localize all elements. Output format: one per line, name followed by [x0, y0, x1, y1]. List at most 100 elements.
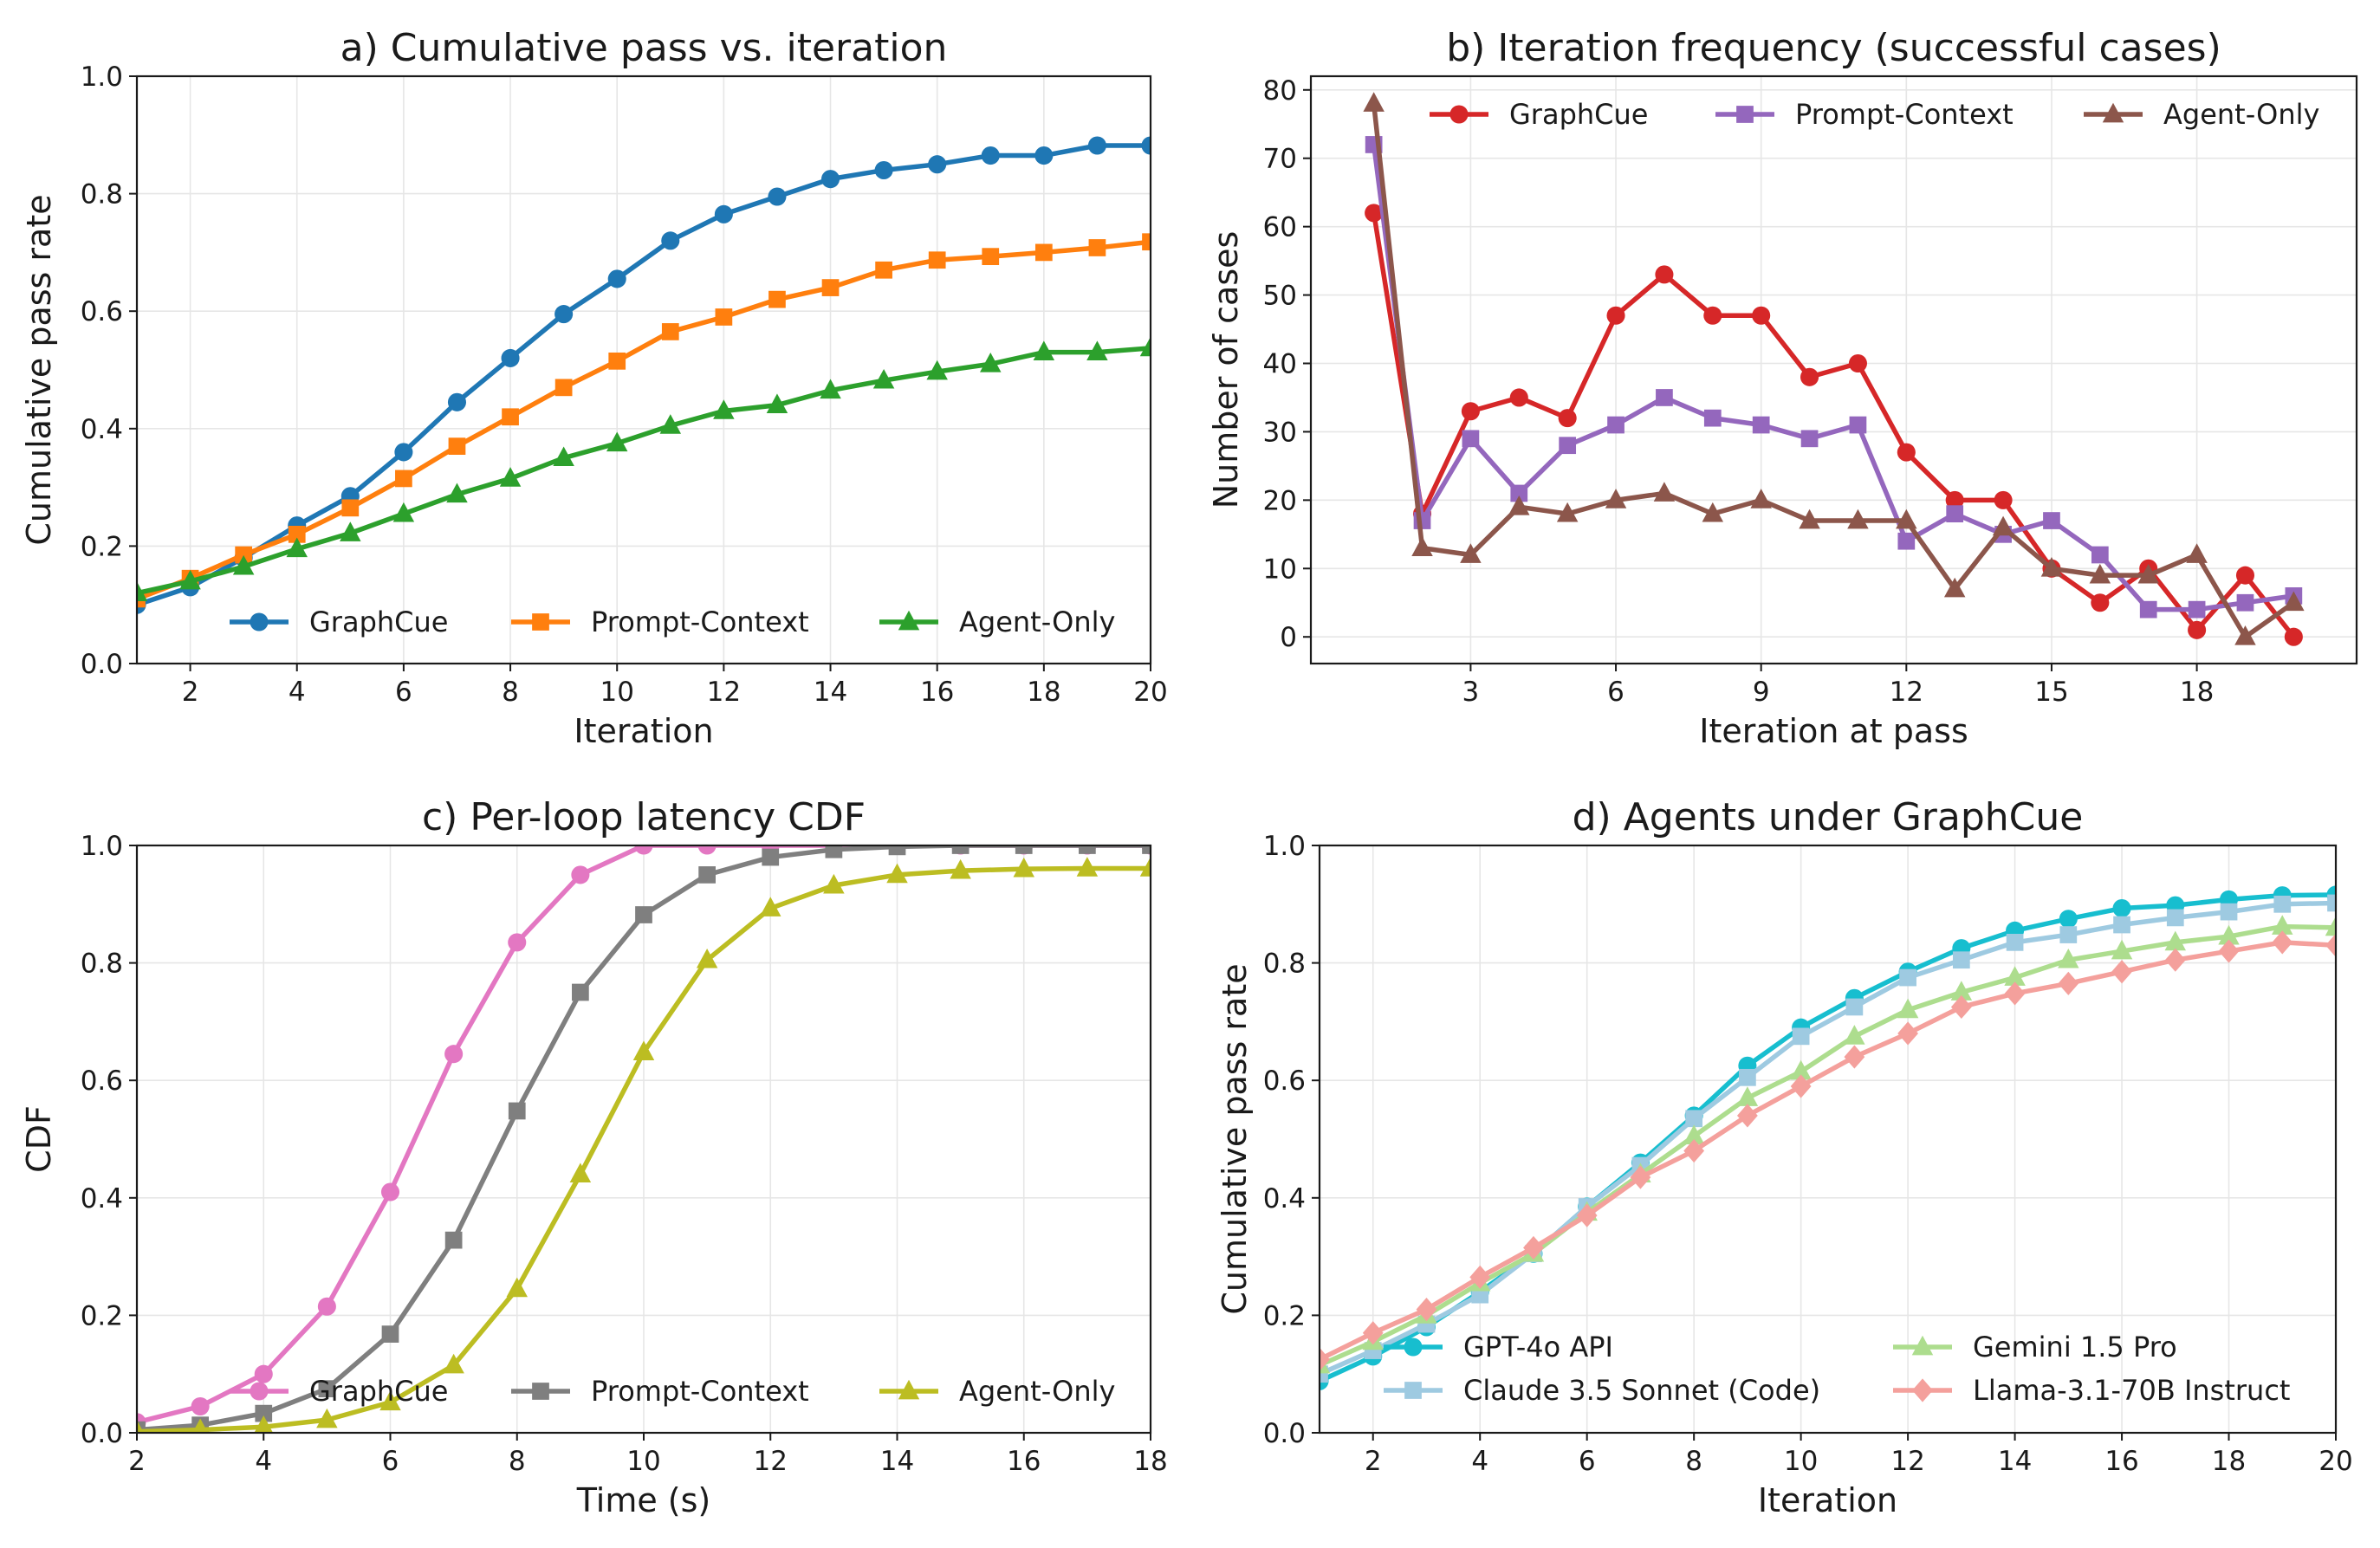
legend-label: GraphCue [309, 1375, 448, 1408]
data-point [179, 569, 201, 590]
data-point [392, 502, 415, 522]
x-tick-label: 14 [880, 1446, 914, 1477]
data-point [2043, 512, 2060, 529]
data-point [1556, 502, 1579, 522]
data-point [1952, 951, 1970, 969]
data-point [1605, 489, 1627, 508]
data-point [1848, 353, 1867, 373]
x-tick-label: 6 [382, 1446, 399, 1477]
data-point [2235, 566, 2255, 585]
legend-label: Llama-3.1-70B Instruct [1973, 1374, 2290, 1407]
data-point [2272, 930, 2293, 955]
y-axis-label: Number of cases [1207, 231, 1245, 509]
x-axis-label: Iteration [574, 712, 713, 750]
data-point [1460, 543, 1482, 563]
data-point [1655, 265, 1674, 284]
data-point [1683, 1138, 1705, 1163]
x-tick-label: 20 [2318, 1446, 2352, 1477]
data-point [443, 1353, 464, 1374]
y-tick-label: 20 [1263, 485, 1297, 516]
chart-d: 2 4 6 8 10 12 14 16 18 20 0.0 0.2 0.4 0.6 0.8 1.0 d) Age… [1216, 795, 2353, 1519]
x-tick-label: 12 [1890, 1446, 1924, 1477]
legend-item: Prompt-Context [1715, 98, 2014, 131]
data-point [1897, 443, 1916, 462]
data-point [318, 1380, 336, 1398]
data-point [1656, 389, 1673, 406]
x-tick-label: 4 [289, 677, 306, 708]
data-point [444, 1045, 464, 1064]
series-line-claude-3-5-sonnet-code- [1320, 900, 2336, 1376]
data-point [820, 170, 840, 189]
data-point [1790, 1074, 1812, 1098]
data-point [1703, 306, 1722, 325]
legend-label: GraphCue [1509, 98, 1648, 131]
data-point [928, 155, 947, 174]
x-tick-label: 14 [1998, 1446, 2032, 1477]
data-point [232, 554, 255, 575]
legend: GraphCue Prompt-Context Agent-Only [230, 1375, 1115, 1408]
data-point [768, 187, 787, 206]
y-tick-label: 0.0 [81, 649, 123, 680]
legend-label: Agent-Only [2163, 98, 2319, 131]
data-point [2186, 543, 2208, 563]
x-tick-label: 20 [1133, 677, 1167, 708]
data-point [1897, 998, 1919, 1019]
data-point [379, 1390, 401, 1411]
data-point [1844, 1025, 1865, 1045]
y-tick-label: 0.4 [1263, 1183, 1306, 1214]
series-group [1320, 885, 2336, 1390]
x-tick-label: 18 [2180, 677, 2214, 708]
legend-item: Gemini 1.5 Pro [1893, 1331, 2177, 1363]
legend-marker [898, 610, 920, 631]
x-tick-label: 18 [2212, 1446, 2246, 1477]
data-point [872, 368, 895, 389]
data-point [1079, 845, 1096, 854]
data-point [499, 467, 522, 487]
x-tick-label: 12 [1890, 677, 1923, 708]
data-point [1320, 1353, 1331, 1374]
plot-frame [1309, 74, 2358, 665]
data-point [1087, 136, 1106, 155]
x-tick-label: 15 [2034, 677, 2068, 708]
x-tick-label: 12 [754, 1446, 788, 1477]
data-point [1142, 845, 1151, 854]
data-point [1416, 1298, 1437, 1322]
data-point [1685, 1110, 1703, 1128]
data-point [1141, 136, 1151, 155]
legend-marker [2102, 102, 2124, 123]
data-point [2166, 909, 2184, 927]
x-tick-label: 2 [128, 1446, 146, 1477]
data-point [137, 1421, 146, 1433]
data-point [697, 845, 717, 855]
y-tick-label: 0.8 [1263, 949, 1306, 980]
data-point [1992, 515, 2014, 536]
legend-marker [250, 1382, 269, 1401]
data-point [1559, 437, 1577, 455]
legend: GPT-4o API Gemini 1.5 Pro Claude 3.5 Sonne… [1384, 1331, 2290, 1407]
data-point [1950, 994, 1972, 1020]
data-point [2112, 899, 2131, 918]
data-point [1739, 1068, 1756, 1086]
data-point [2091, 593, 2110, 612]
y-tick-label: 0.6 [81, 296, 123, 327]
data-point [1899, 968, 1916, 987]
data-point [1469, 1265, 1491, 1289]
data-point [1994, 490, 2013, 509]
series-line-gpt-4o-api [1320, 892, 2336, 1383]
data-point [2058, 948, 2079, 968]
data-point [926, 359, 948, 380]
data-point [1365, 204, 1384, 223]
data-point [2188, 600, 2206, 619]
data-point [444, 1231, 463, 1249]
data-point [2283, 591, 2305, 612]
chart-a: 2 4 6 8 10 12 14 16 18 20 0.0 0.2 0.4 0.6 0.8 1.0 a) Cum… [20, 26, 1168, 750]
data-point [1683, 1124, 1705, 1144]
chart-title: b) Iteration frequency (successful cases… [1446, 26, 2221, 70]
data-point [1896, 508, 1917, 529]
data-point [2273, 895, 2292, 913]
y-tick-label: 0.8 [81, 949, 123, 980]
data-point [1076, 857, 1099, 877]
data-point [1607, 416, 1624, 434]
data-point [2059, 926, 2078, 943]
data-point [341, 499, 360, 517]
